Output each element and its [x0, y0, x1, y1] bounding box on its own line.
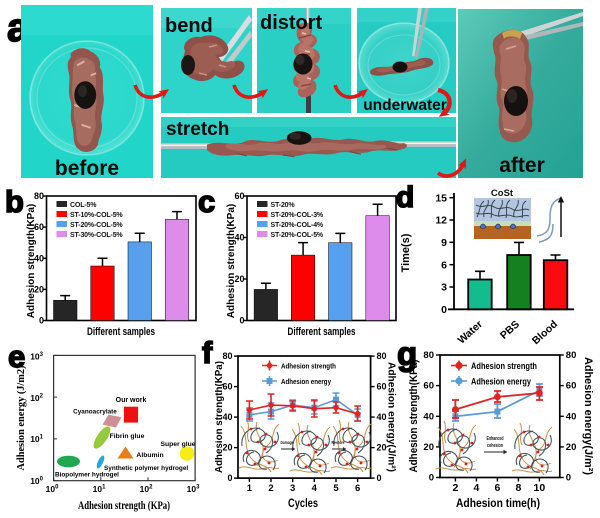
svg-text:80: 80 [423, 350, 434, 361]
svg-text:Adhesion strength(KPa): Adhesion strength(KPa) [26, 204, 37, 318]
svg-text:Adhesion strength: Adhesion strength [471, 361, 537, 371]
svg-text:1: 1 [247, 483, 253, 494]
svg-text:Adhesion strength: Adhesion strength [281, 362, 336, 371]
svg-text:0: 0 [39, 316, 44, 326]
svg-text:Different samples: Different samples [87, 326, 155, 338]
svg-text:20: 20 [377, 443, 387, 453]
svg-text:Enhanced: Enhanced [487, 436, 504, 442]
svg-text:80: 80 [377, 351, 387, 361]
svg-text:20: 20 [222, 443, 232, 453]
svg-text:Restore: Restore [332, 440, 345, 445]
svg-text:20: 20 [234, 274, 244, 284]
svg-text:2: 2 [268, 483, 273, 494]
svg-text:CoSt: CoSt [491, 188, 514, 199]
svg-text:80: 80 [566, 350, 577, 361]
svg-text:ST-20%-COL-3%: ST-20%-COL-3% [271, 212, 324, 219]
svg-text:100: 100 [30, 476, 43, 486]
svg-text:underwater: underwater [363, 97, 447, 113]
svg-text:15: 15 [435, 192, 447, 204]
svg-text:Adhesion energy (J/m2): Adhesion energy (J/m2) [16, 365, 27, 470]
svg-text:before: before [55, 157, 119, 178]
svg-text:102: 102 [140, 484, 153, 494]
svg-text:20: 20 [34, 284, 44, 294]
svg-text:3: 3 [441, 282, 447, 294]
svg-text:60: 60 [566, 381, 577, 392]
svg-text:103: 103 [30, 352, 43, 362]
svg-text:80: 80 [34, 191, 44, 201]
svg-text:Different samples: Different samples [288, 326, 356, 338]
svg-text:Adhesion energy(J/m²): Adhesion energy(J/m²) [386, 362, 397, 472]
svg-text:Albumin: Albumin [136, 452, 163, 459]
svg-text:Cyanoacrylate: Cyanoacrylate [73, 409, 117, 416]
svg-text:40: 40 [566, 411, 577, 422]
svg-text:Adhesion strength(KPa): Adhesion strength(KPa) [226, 204, 237, 318]
svg-text:Adhesion energy(J/m²): Adhesion energy(J/m²) [582, 357, 594, 475]
svg-text:Adhesion time(h): Adhesion time(h) [456, 498, 540, 510]
svg-text:40: 40 [222, 412, 232, 422]
svg-text:stretch: stretch [166, 119, 229, 140]
svg-text:Synthetic polymer hydrogel: Synthetic polymer hydrogel [104, 465, 188, 472]
svg-text:40: 40 [377, 412, 387, 422]
svg-text:102: 102 [30, 393, 43, 403]
svg-text:Adhesion strength (KPa): Adhesion strength (KPa) [78, 500, 170, 512]
svg-text:60: 60 [234, 191, 244, 201]
svg-text:Fibrin glue: Fibrin glue [110, 433, 145, 440]
svg-text:0: 0 [429, 473, 434, 484]
svg-text:Adhesion strength(KPa): Adhesion strength(KPa) [215, 361, 225, 473]
svg-text:2: 2 [452, 482, 458, 494]
svg-text:9: 9 [441, 237, 447, 249]
svg-text:60: 60 [377, 382, 387, 392]
svg-text:ST-20%-COL-5%: ST-20%-COL-5% [70, 222, 123, 229]
svg-text:ST-10%-COL-5%: ST-10%-COL-5% [70, 212, 123, 219]
svg-text:ST-20%: ST-20% [271, 202, 296, 209]
svg-text:Adhesion strength(KPa): Adhesion strength(KPa) [408, 359, 420, 472]
svg-text:4: 4 [312, 483, 318, 494]
svg-text:3: 3 [290, 483, 295, 494]
svg-text:PBS: PBS [498, 318, 522, 341]
svg-text:8: 8 [515, 482, 521, 494]
svg-text:Time(s): Time(s) [400, 233, 412, 272]
svg-text:101: 101 [30, 434, 43, 444]
svg-text:5: 5 [333, 483, 339, 494]
svg-text:40: 40 [34, 253, 44, 263]
svg-text:100: 100 [46, 484, 59, 494]
svg-text:COL-5%: COL-5% [70, 202, 97, 209]
svg-text:40: 40 [234, 233, 244, 243]
svg-text:20: 20 [566, 442, 577, 453]
svg-text:40: 40 [423, 411, 434, 422]
svg-text:80: 80 [222, 351, 232, 361]
svg-text:Damage: Damage [281, 440, 294, 445]
svg-text:Our work: Our work [116, 397, 147, 404]
svg-text:0: 0 [239, 316, 244, 326]
svg-text:60: 60 [222, 382, 232, 392]
svg-text:20: 20 [423, 442, 434, 453]
svg-text:60: 60 [34, 222, 44, 232]
svg-text:Biopolymer hydrogel: Biopolymer hydrogel [55, 472, 119, 479]
svg-text:Super glue: Super glue [160, 441, 195, 448]
svg-text:distort: distort [260, 12, 323, 34]
svg-text:0: 0 [441, 304, 447, 316]
svg-text:after: after [499, 154, 545, 177]
svg-text:ST-20%-COL-4%: ST-20%-COL-4% [271, 222, 324, 229]
svg-text:Adhesion energy: Adhesion energy [471, 377, 531, 387]
svg-text:Adhesion energy: Adhesion energy [281, 377, 332, 386]
svg-text:0: 0 [566, 473, 571, 484]
svg-text:ST-20%-COL-5%: ST-20%-COL-5% [271, 232, 324, 239]
svg-text:101: 101 [93, 484, 106, 494]
svg-text:6: 6 [494, 482, 500, 494]
svg-text:60: 60 [423, 381, 434, 392]
svg-text:cohesion: cohesion [487, 443, 503, 449]
svg-text:0: 0 [377, 473, 382, 483]
svg-text:6: 6 [441, 259, 447, 271]
svg-text:4: 4 [473, 482, 479, 494]
svg-text:Cycles: Cycles [288, 496, 318, 510]
svg-text:6: 6 [355, 483, 360, 494]
svg-text:10: 10 [534, 482, 546, 494]
svg-text:12: 12 [435, 215, 447, 227]
svg-text:0: 0 [227, 473, 232, 483]
svg-text:bend: bend [165, 15, 213, 37]
svg-text:ST-30%-COL-5%: ST-30%-COL-5% [70, 232, 123, 239]
svg-text:103: 103 [187, 484, 200, 494]
